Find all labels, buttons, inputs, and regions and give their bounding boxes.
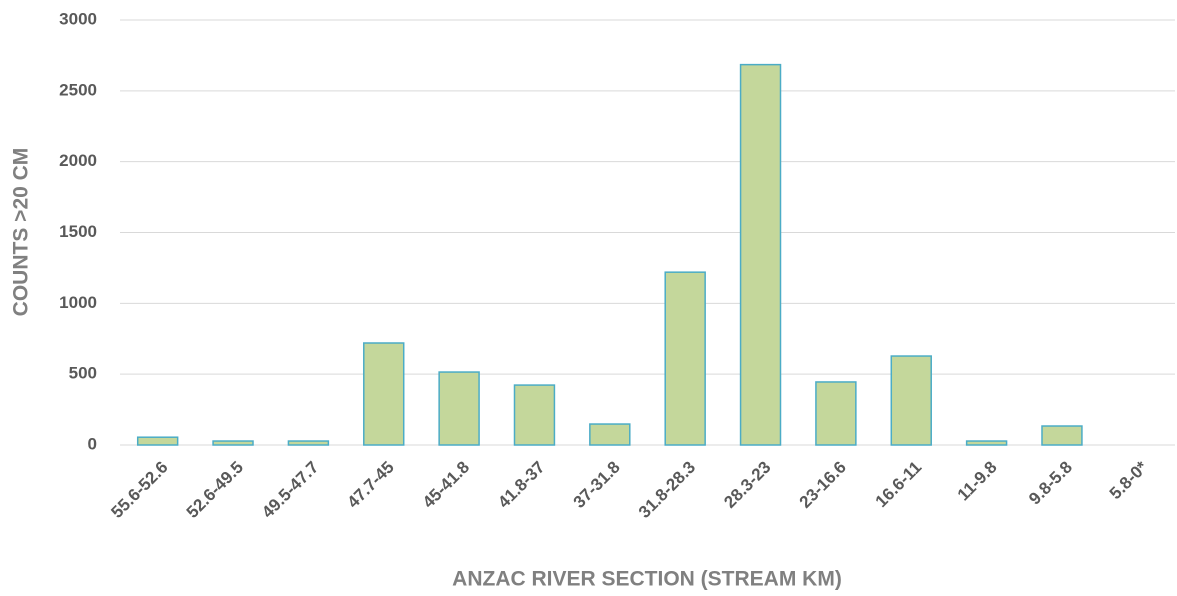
bar	[212, 440, 254, 446]
bar	[965, 440, 1008, 446]
x-tick-label: 31.8-28.3	[635, 458, 699, 522]
bar	[513, 384, 556, 446]
x-tick-label: 55.6-52.6	[107, 458, 171, 522]
bar	[363, 342, 405, 446]
x-tick-label: 16.6-11	[872, 458, 926, 512]
x-tick-label: 45-41.8	[419, 458, 473, 512]
x-tick-label: 11-9.8	[954, 458, 1001, 505]
bar	[1041, 425, 1083, 446]
y-axis-title: COUNTS >20 CM	[10, 148, 33, 317]
bar	[589, 423, 631, 446]
x-axis-title: ANZAC RIVER SECTION (STREAM KM)	[452, 568, 842, 591]
x-tick-label: 28.3-23	[720, 458, 774, 512]
y-tick-label: 3000	[59, 9, 97, 28]
y-tick-label: 2000	[59, 151, 97, 170]
y-tick-label: 500	[69, 364, 97, 383]
y-tick-label: 2500	[59, 80, 97, 99]
x-tick-label: 49.5-47.7	[258, 458, 322, 522]
x-tick-label: 52.6-49.5	[183, 458, 247, 522]
x-tick-label: 5.8-0*	[1106, 457, 1152, 503]
x-tick-label: 41.8-37	[494, 458, 548, 512]
bar	[664, 271, 706, 446]
bar	[287, 440, 330, 446]
x-tick-label: 47.7-45	[344, 458, 398, 512]
y-tick-label: 0	[88, 434, 97, 453]
y-tick-label: 1500	[59, 222, 97, 241]
x-tick-label: 23-16.6	[796, 458, 850, 512]
x-tick-label: 37-31.8	[570, 458, 624, 512]
bar	[136, 436, 179, 446]
bar	[890, 355, 932, 446]
bar	[815, 381, 857, 446]
bar	[438, 371, 480, 446]
x-tick-label: 9.8-5.8	[1025, 458, 1076, 509]
bar	[739, 63, 782, 446]
y-tick-label: 1000	[59, 293, 97, 312]
